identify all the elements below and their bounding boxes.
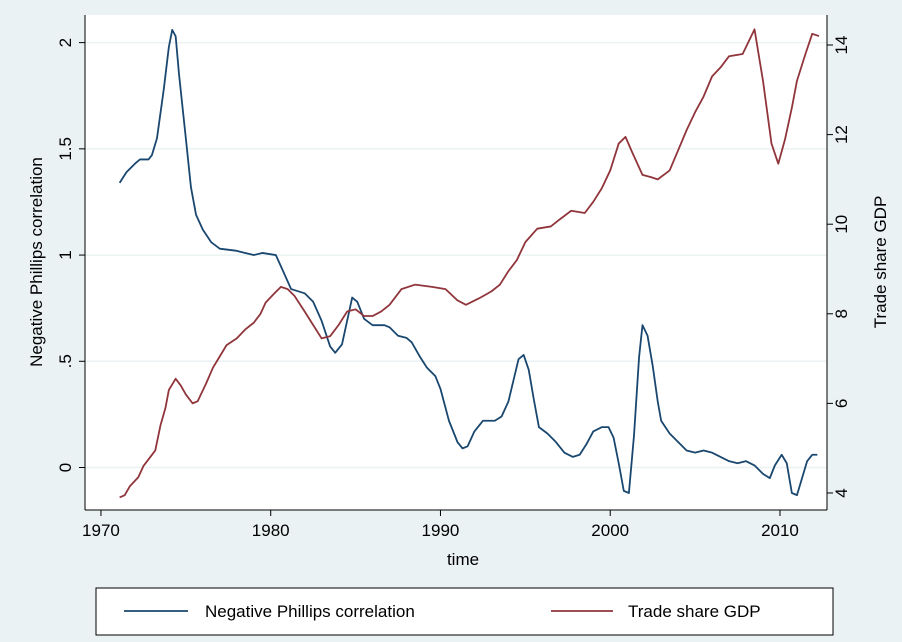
y-axis-title: Negative Phillips correlation (27, 157, 46, 367)
x-tick-label: 1990 (422, 521, 460, 540)
line-series (119, 28, 820, 499)
y2-tick-label: 12 (832, 125, 851, 144)
y2-tick-label: 8 (832, 309, 851, 318)
y-tick-label: .5 (56, 354, 75, 368)
y2-axis-title: Trade share GDP (871, 196, 890, 329)
legend-label: Trade share GDP (628, 602, 761, 621)
x-tick-label: 1980 (252, 521, 290, 540)
y-tick-label: 0 (56, 463, 75, 472)
y-tick-label: 2 (56, 38, 75, 47)
x-axis-title: time (447, 550, 479, 569)
y2-tick-label: 4 (832, 488, 851, 497)
y2-tick-label: 6 (832, 399, 851, 408)
y-tick-label: 1 (56, 250, 75, 259)
y-tick-label: 1.5 (56, 137, 75, 161)
legend-box (95, 587, 834, 636)
y2-tick-label: 14 (832, 36, 851, 55)
y2-tick-label: 10 (832, 215, 851, 234)
x-tick-label: 2010 (761, 521, 799, 540)
line-series (118, 28, 818, 497)
x-tick-label: 1970 (82, 521, 120, 540)
plot-area (85, 15, 827, 510)
x-tick-label: 2000 (591, 521, 629, 540)
legend-label: Negative Phillips correlation (205, 602, 415, 621)
